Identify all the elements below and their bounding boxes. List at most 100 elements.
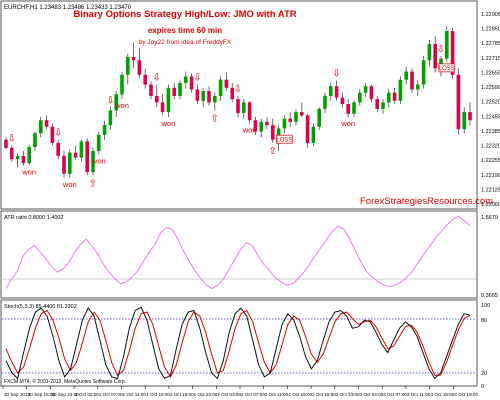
price-tick-label: 1.22060	[481, 202, 500, 208]
website-text: ForexStrategiesResources.com	[360, 196, 493, 207]
candle-bull	[427, 44, 432, 61]
candle-bear	[73, 152, 78, 158]
candle-bear	[369, 86, 374, 100]
atr-line	[5, 215, 471, 290]
candle-bull	[259, 121, 263, 132]
candle-bear	[230, 87, 234, 100]
candle-bear	[305, 115, 310, 143]
candle-bull	[352, 102, 356, 114]
candle-bear	[271, 125, 275, 140]
candle-bull	[91, 151, 95, 173]
price-tick-label: 1.22255	[481, 158, 500, 164]
candle-bear	[195, 89, 200, 101]
time-tick-label: 1 Oct 07:00	[99, 392, 123, 397]
candles-group	[4, 26, 472, 178]
candle-bull	[323, 95, 327, 109]
candle-bull	[218, 79, 223, 96]
candle-bull	[462, 112, 466, 130]
candle-bull	[114, 94, 118, 111]
candle-bull	[363, 86, 368, 93]
candle-bear	[4, 139, 8, 148]
stoch-panel[interactable]	[0, 299, 478, 387]
candle-bull	[439, 58, 443, 69]
candle-bull	[15, 155, 20, 160]
copyright-text: FXCM MT4, © 2001-2013, MetaQuotes Softwa…	[4, 378, 126, 385]
time-tick-label: 3 Oct 03:00	[360, 392, 384, 397]
candle-bull	[282, 118, 287, 129]
candle-bull	[178, 82, 182, 96]
candle-bear	[346, 104, 350, 114]
candle-bear	[10, 147, 14, 160]
candle-bear	[450, 31, 455, 75]
sell-arrow-icon: ⇩	[193, 73, 201, 84]
time-tick-label: 30 Sep 23:00	[51, 392, 79, 397]
sell-arrow-icon: ⇩	[153, 73, 161, 84]
loss-label: LOSS	[439, 66, 455, 72]
buy-arrow-icon: ⇧	[269, 146, 277, 157]
time-tick-label: 2 Oct 23:00	[336, 392, 360, 397]
price-tick-label: 1.22320	[481, 144, 500, 150]
candle-bear	[468, 112, 472, 121]
sell-arrow-icon: ⇩	[8, 133, 16, 144]
sell-arrow-icon: ⇩	[54, 128, 62, 139]
time-tick-label: 1 Oct 15:00	[146, 392, 170, 397]
time-tick-label: 2 Oct 11:00	[265, 392, 289, 397]
candle-bull	[404, 71, 408, 80]
candle-bull	[358, 92, 362, 103]
price-tick-label: 1.22590	[481, 85, 500, 91]
price-tick-label: 1.22905	[481, 12, 500, 18]
candle-bear	[224, 79, 229, 88]
time-tick-label: 1 Oct 23:00	[194, 392, 218, 397]
time-tick-label: 2 Oct 03:00	[217, 392, 241, 397]
stoch-scale-bottom: 0	[481, 384, 484, 390]
price-tick-label: 1.22455	[481, 114, 500, 120]
time-tick-label: 2 Oct 07:00	[241, 392, 265, 397]
candle-bear	[44, 120, 49, 127]
stoch-main-line	[5, 306, 471, 380]
candle-bull	[27, 146, 31, 164]
price-tick-label: 1.22850	[481, 27, 500, 33]
buy-arrow-icon: ⇧	[211, 114, 219, 125]
stoch-level-high-label: 80	[481, 318, 487, 324]
candle-bear	[149, 84, 153, 96]
candle-bull	[108, 110, 113, 126]
expiry-text: expires time 60 min	[148, 26, 222, 35]
candle-bull	[33, 133, 37, 147]
time-tick-label: 1 Oct 11:00	[123, 392, 147, 397]
candle-bull	[416, 84, 420, 90]
won-label: won	[161, 119, 176, 128]
candle-bull	[311, 126, 316, 143]
time-tick-label: 3 Oct 15:00	[431, 392, 455, 397]
candle-bear	[155, 95, 159, 103]
stoch-signal-line	[5, 309, 471, 378]
candle-bear	[189, 76, 194, 90]
candle-bear	[21, 155, 26, 164]
time-tick-label: 30 Sep 2013	[4, 392, 31, 397]
candle-bull	[329, 86, 333, 96]
author-text: by Joy22 from idea of FreddyFX	[139, 39, 232, 46]
won-label: won	[114, 101, 129, 110]
candle-bull	[184, 76, 188, 83]
candle-bear	[300, 112, 304, 116]
loss-label: LOSS	[276, 138, 292, 144]
atr-scale-top: 1.5679	[481, 215, 498, 221]
atr-panel[interactable]	[0, 210, 478, 299]
won-label: won	[91, 156, 106, 165]
price-tick-label: 1.22785	[481, 41, 500, 47]
time-tick-label: 2 Oct 15:00	[288, 392, 312, 397]
buy-arrow-icon: ⇧	[89, 178, 97, 189]
sell-arrow-icon: ⇩	[437, 44, 445, 55]
candle-bull	[242, 102, 246, 113]
candle-bull	[68, 152, 72, 174]
candle-bear	[375, 99, 379, 109]
candle-bull	[398, 79, 403, 101]
candle-bear	[433, 44, 437, 69]
time-tick-label: 2 Oct 19:00	[312, 392, 336, 397]
won-label: won	[242, 125, 257, 134]
candle-bear	[160, 102, 165, 113]
time-tick-label: 3 Oct 07:00	[383, 392, 407, 397]
price-axis: 1.22905 1.22850 1.22785 1.22715 1.22650 1.225…	[481, 12, 500, 208]
candle-bear	[207, 91, 211, 103]
